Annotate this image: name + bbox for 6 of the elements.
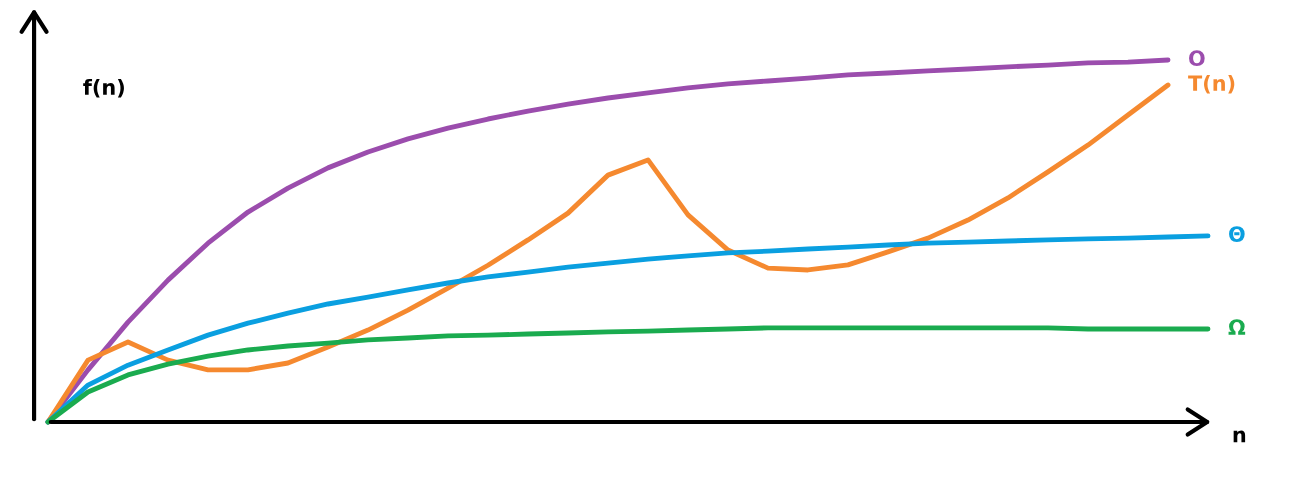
series-label: Ω xyxy=(1228,319,1246,335)
series-label: O xyxy=(1189,50,1205,67)
series-label: Θ xyxy=(1229,226,1245,242)
x-axis-title: n xyxy=(1233,430,1246,443)
series-label: T(n) xyxy=(1188,74,1235,94)
y-axis-title: f(n) xyxy=(83,78,124,98)
